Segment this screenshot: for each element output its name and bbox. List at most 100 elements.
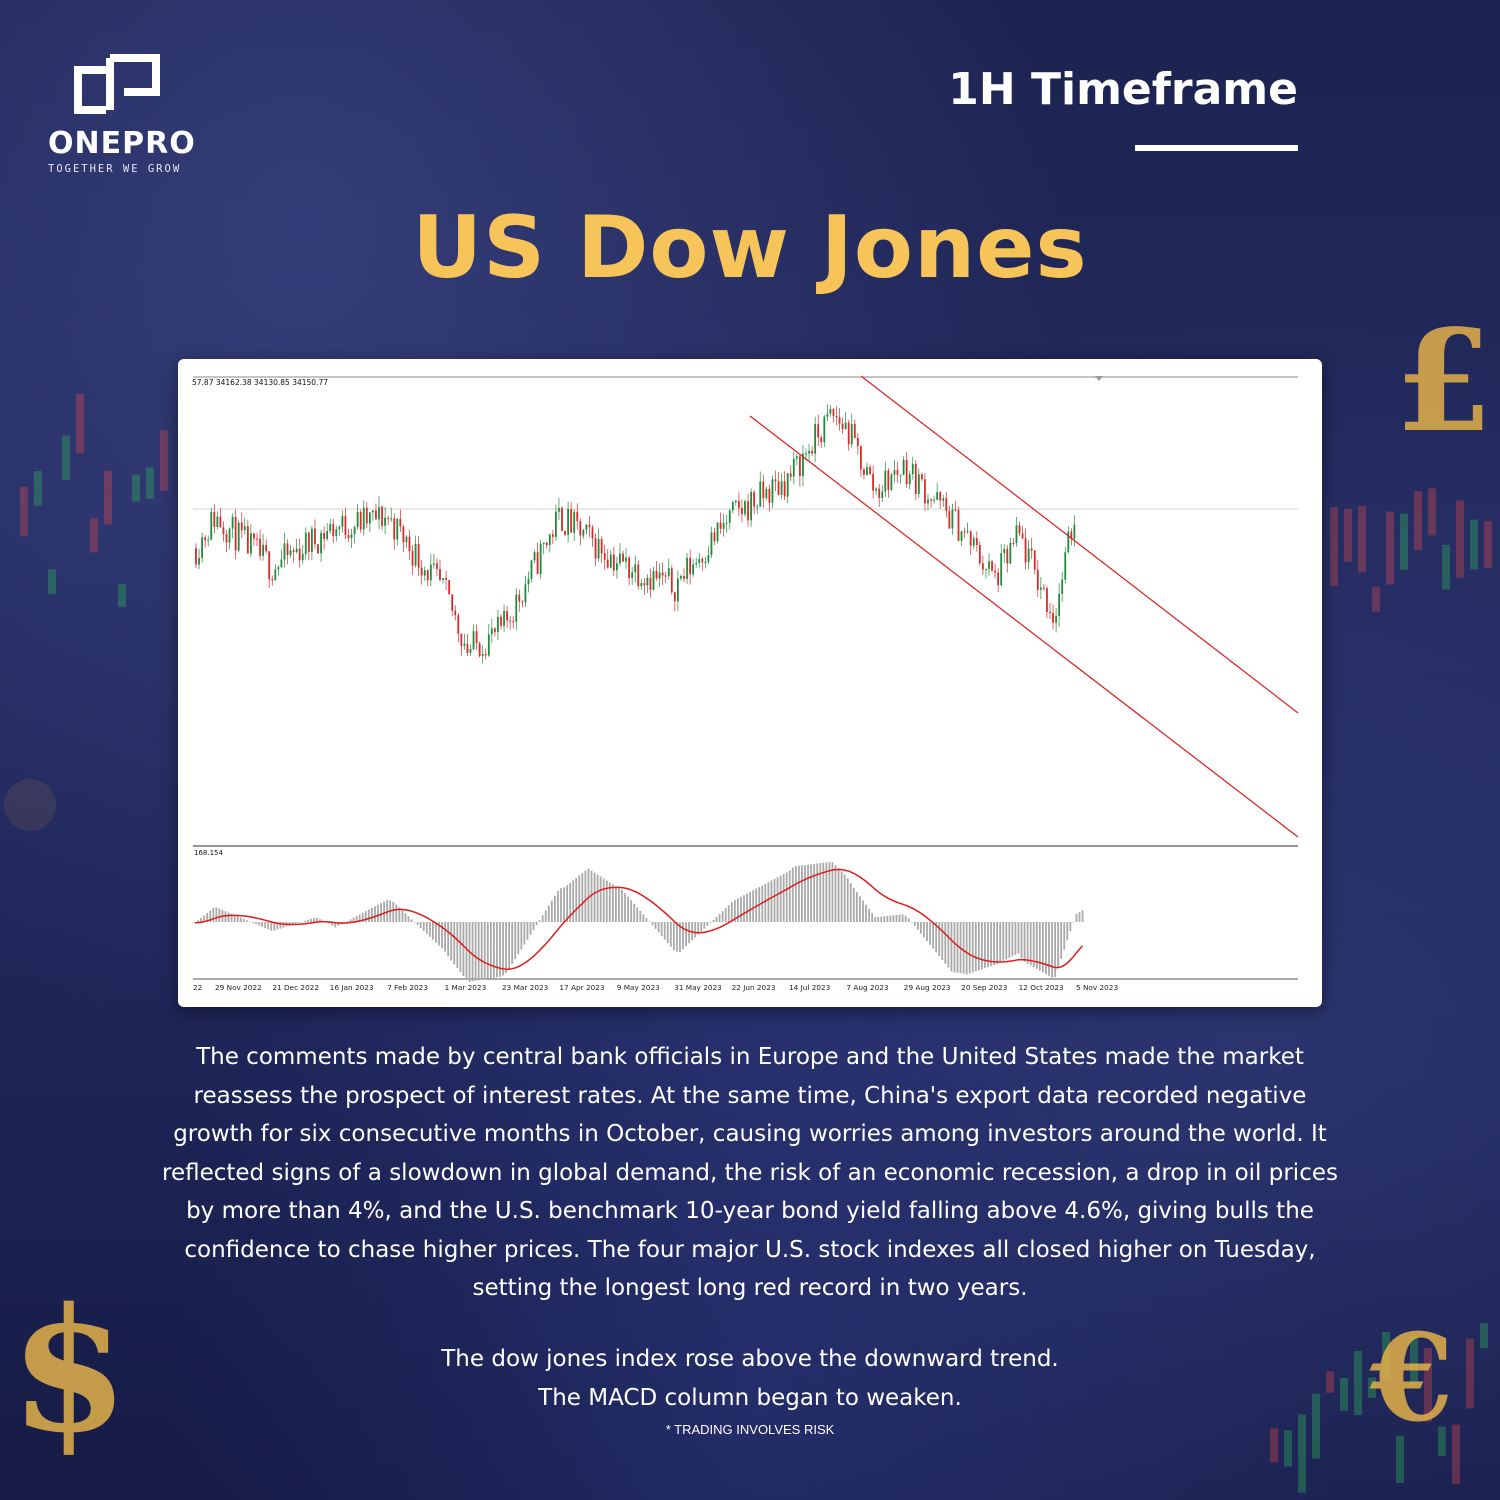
- candle-body: [1049, 612, 1051, 614]
- candle-body: [1030, 548, 1033, 551]
- candle-body: [637, 564, 640, 587]
- candle-body: [609, 554, 612, 568]
- macd-histogram-bar: [419, 922, 422, 928]
- candle-body: [805, 453, 807, 455]
- candle-body: [283, 543, 286, 560]
- x-tick-label: 12 Oct 2023: [1019, 983, 1064, 992]
- macd-histogram-bar: [1063, 922, 1066, 950]
- candle-body: [426, 570, 429, 581]
- candle-body: [338, 526, 341, 530]
- candle-body: [985, 569, 987, 571]
- candle-body: [555, 511, 557, 537]
- candle-body: [649, 577, 652, 590]
- background-candle: [1442, 544, 1450, 590]
- macd-histogram-bar: [1002, 922, 1005, 961]
- candle-body: [277, 567, 280, 570]
- macd-histogram-bar: [557, 890, 559, 922]
- macd-histogram-bar: [843, 874, 846, 922]
- macd-histogram-bar: [929, 922, 931, 945]
- macd-histogram-bar: [871, 913, 873, 922]
- candle-body: [545, 542, 548, 546]
- candle-body: [506, 611, 508, 621]
- candle-body: [808, 450, 810, 454]
- macd-histogram-bar: [855, 892, 858, 922]
- candle-body: [1061, 579, 1064, 594]
- brand-logo: ONEPRO TOGETHER WE GROW: [48, 48, 198, 175]
- macd-histogram-bar: [618, 888, 620, 922]
- x-tick-label: 17 Apr 2023: [559, 983, 604, 992]
- macd-histogram-bar: [981, 922, 983, 970]
- candle-body: [847, 422, 850, 445]
- candle-body: [921, 474, 923, 480]
- candle-body: [945, 498, 948, 512]
- candle-body: [454, 610, 457, 616]
- macd-histogram-bar: [779, 875, 782, 922]
- background-candle: [1354, 1350, 1362, 1416]
- candle-body: [536, 552, 539, 574]
- note-trend: The dow jones index rose above the downw…: [441, 1346, 1059, 1372]
- macd-histogram-bar: [535, 922, 538, 926]
- candle-body: [893, 470, 896, 475]
- macd-histogram-bar: [447, 922, 450, 957]
- macd-histogram-bar: [486, 922, 489, 979]
- candle-body: [853, 424, 856, 438]
- candle-body: [896, 470, 899, 475]
- candle-body: [948, 511, 951, 529]
- candle-body: [384, 517, 386, 526]
- macd-histogram-bar: [310, 918, 312, 922]
- candle-body: [927, 499, 929, 504]
- candle-body: [274, 569, 277, 580]
- background-candle: [104, 470, 112, 525]
- macd-histogram-bar: [599, 876, 602, 922]
- candle-body: [707, 555, 710, 562]
- candle-body: [353, 527, 356, 535]
- macd-histogram-bar: [971, 922, 974, 973]
- macd-histogram-bar: [688, 922, 690, 944]
- macd-histogram-bar: [953, 922, 956, 973]
- background-candle: [1270, 1428, 1278, 1463]
- candle-body: [344, 515, 347, 536]
- macd-histogram-bar: [663, 922, 666, 940]
- candle-body: [1003, 548, 1006, 554]
- background-candle: [48, 569, 56, 594]
- candle-body: [1015, 525, 1018, 544]
- macd-histogram-bar: [1026, 922, 1029, 964]
- candle-body: [311, 528, 313, 552]
- candle-body: [329, 523, 332, 532]
- x-tick-label: 5 Nov 2023: [1076, 983, 1118, 992]
- macd-histogram-bar: [407, 916, 410, 922]
- candle-body: [728, 510, 731, 523]
- background-candle: [1410, 1336, 1418, 1385]
- macd-histogram-bar: [791, 867, 794, 922]
- candle-body: [582, 529, 585, 536]
- candle-body: [930, 499, 932, 501]
- macd-histogram-bar: [633, 903, 636, 922]
- macd-histogram-bar: [496, 922, 498, 978]
- candle-body: [320, 533, 322, 554]
- candle-body: [664, 575, 667, 577]
- candle-body: [594, 538, 597, 559]
- candle-body: [530, 560, 533, 579]
- macd-histogram-bar: [694, 922, 697, 938]
- candle-body: [326, 531, 329, 539]
- macd-histogram-bar: [834, 865, 837, 922]
- candle-body: [219, 516, 222, 528]
- macd-histogram-bar: [499, 922, 501, 977]
- macd-histogram-bar: [410, 919, 413, 922]
- candle-body: [957, 509, 960, 541]
- macd-histogram-bar: [660, 922, 663, 936]
- macd-histogram-bar: [1078, 912, 1081, 922]
- candle-body: [600, 538, 603, 554]
- macd-histogram-bar: [990, 922, 992, 967]
- macd-histogram-bar: [718, 914, 721, 922]
- candle-body: [954, 509, 957, 511]
- marker-triangle-icon: [1095, 376, 1103, 381]
- candle-body: [234, 516, 237, 551]
- macd-histogram-bar: [291, 922, 294, 925]
- macd-histogram-bar: [749, 891, 751, 922]
- macd-histogram-bar: [993, 922, 995, 966]
- x-tick-label: 7 Feb 2023: [387, 983, 428, 992]
- candle-body: [625, 557, 627, 562]
- currency-symbol-icon: £: [1395, 300, 1492, 464]
- candle-body: [1006, 548, 1009, 564]
